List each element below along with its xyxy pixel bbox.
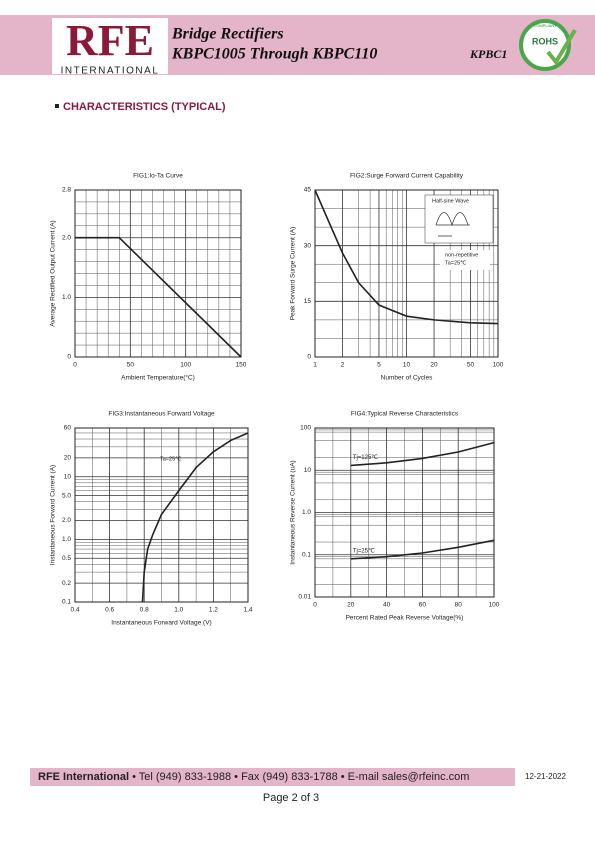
x-tick-label: 0	[73, 362, 77, 369]
x-tick-label: 0.6	[105, 607, 114, 614]
annotation: Ta=25℃	[160, 456, 182, 462]
x-axis-label: Percent Rated Peak Reverse Voltage(%)	[346, 615, 464, 622]
annotation: non-repetitive	[445, 252, 478, 258]
footer-band	[30, 768, 515, 786]
series-line	[350, 539, 495, 560]
y-axis-label: Instantaneous Reverse Current (uA)	[290, 460, 297, 564]
x-tick-label: 80	[455, 602, 463, 609]
y-axis-label: Instantaneous Forward Current (A)	[50, 465, 57, 565]
y-tick-label: 15	[304, 298, 312, 305]
y-tick-label: 60	[64, 425, 72, 432]
y-tick-label: 2.0	[62, 517, 71, 524]
plot-frame	[314, 189, 499, 358]
x-axis-label: Instantaneous Forward Voltage (V)	[111, 620, 211, 627]
y-tick-label: 2.0	[62, 234, 71, 241]
logo-box	[52, 18, 168, 74]
x-tick-label: 10	[403, 362, 411, 369]
x-tick-label: 20	[430, 362, 438, 369]
annotation: Ta=25℃	[445, 260, 467, 266]
x-tick-label: 1,4	[243, 607, 252, 614]
series-line	[141, 432, 249, 603]
x-tick-label: 0.4	[70, 607, 79, 614]
x-tick-label: 60	[419, 602, 427, 609]
x-tick-label: 100	[489, 602, 500, 609]
y-tick-label: 0.1	[302, 551, 311, 558]
inset-box	[440, 250, 490, 270]
chart-title: FIG1:Io-Ta Curve	[133, 173, 183, 180]
series-label: Tj=125℃	[353, 455, 379, 461]
inset-box	[424, 194, 494, 244]
half-sine-icon	[435, 212, 470, 237]
x-tick-label: 100	[493, 362, 504, 369]
series-line	[75, 236, 242, 358]
x-tick-label: 20	[347, 602, 355, 609]
x-tick-label: 0	[313, 602, 317, 609]
bullet	[55, 104, 59, 108]
rohs-ring: COMPLIANT	[533, 23, 557, 28]
footer-contact: • Tel (949) 833-1988 • Fax (949) 833-178…	[132, 771, 469, 783]
x-axis-label: Number of Cycles	[381, 375, 433, 382]
plot-frame	[74, 189, 242, 358]
y-tick-label: 0	[67, 354, 71, 361]
y-tick-label: 30	[304, 242, 312, 249]
x-axis-label: Ambient Temperature(°C)	[121, 374, 195, 382]
y-tick-label: 0.5	[62, 555, 71, 562]
doc-subtitle: KBPC1005 Through KBPC110	[171, 46, 377, 63]
x-tick-label: 0.8	[140, 607, 149, 614]
check-mark	[546, 28, 577, 66]
doc-title: Bridge Rectifiers	[171, 26, 284, 43]
y-tick-label: 0	[307, 354, 311, 361]
y-tick-label: 10	[304, 467, 312, 474]
y-axis-label: Peak Forward Surge Current (A)	[290, 227, 297, 321]
y-tick-label: 20	[64, 455, 72, 462]
y-tick-label: 2.8	[62, 187, 71, 194]
x-tick-label: 100	[180, 362, 191, 369]
plot-frame	[74, 427, 249, 603]
y-tick-label: 1.0	[62, 536, 71, 543]
series-line	[350, 441, 495, 467]
y-axis-label: Average Rectified Output Current (A)	[50, 220, 57, 326]
x-tick-label: 1	[313, 362, 317, 369]
x-tick-label: 150	[236, 362, 247, 369]
section-title: CHARACTERISTICS (TYPICAL)	[63, 101, 226, 113]
y-tick-label: 1.0	[302, 509, 311, 516]
y-tick-label: 5.0	[62, 492, 71, 499]
x-tick-label: 50	[127, 362, 135, 369]
annotation: Half-sine Wave	[432, 198, 469, 204]
y-tick-label: 1.0	[62, 294, 71, 301]
x-tick-label: 50	[467, 362, 475, 369]
y-tick-label: 0.2	[62, 580, 71, 587]
x-tick-label: 40	[383, 602, 391, 609]
logo-sub: INTERNATIONAL	[61, 66, 160, 77]
chart-title: FIG2:Surge Forward Current Capability	[350, 173, 464, 180]
part-code: KPBC1	[469, 47, 507, 61]
rohs-text: ROHS	[532, 36, 558, 46]
series-line	[314, 189, 499, 325]
series-label: Tj=25℃	[353, 548, 375, 554]
x-tick-label: 5	[377, 362, 381, 369]
footer-line: RFE International • Tel (949) 833-1988 • …	[38, 771, 469, 783]
y-tick-label: 0.01	[298, 594, 311, 601]
logo: RFE	[66, 16, 154, 65]
footer-company: RFE International	[38, 771, 129, 783]
x-tick-label: 1.2	[209, 607, 218, 614]
plot-frame	[314, 427, 495, 598]
x-tick-label: 2	[341, 362, 345, 369]
y-tick-label: 0.1	[62, 599, 71, 606]
chart-title: FIG4:Typical Reverse Characteristics	[351, 411, 459, 418]
page-number: Page 2 of 3	[263, 792, 319, 804]
chart-title: FIG3:Instantaneous Forward Voltage	[108, 411, 215, 418]
y-tick-label: 100	[300, 425, 311, 432]
y-tick-label: 45	[304, 187, 312, 194]
y-tick-label: 10	[64, 473, 72, 480]
footer-date: 12-21-2022	[525, 772, 566, 781]
x-tick-label: 1.0	[174, 607, 183, 614]
